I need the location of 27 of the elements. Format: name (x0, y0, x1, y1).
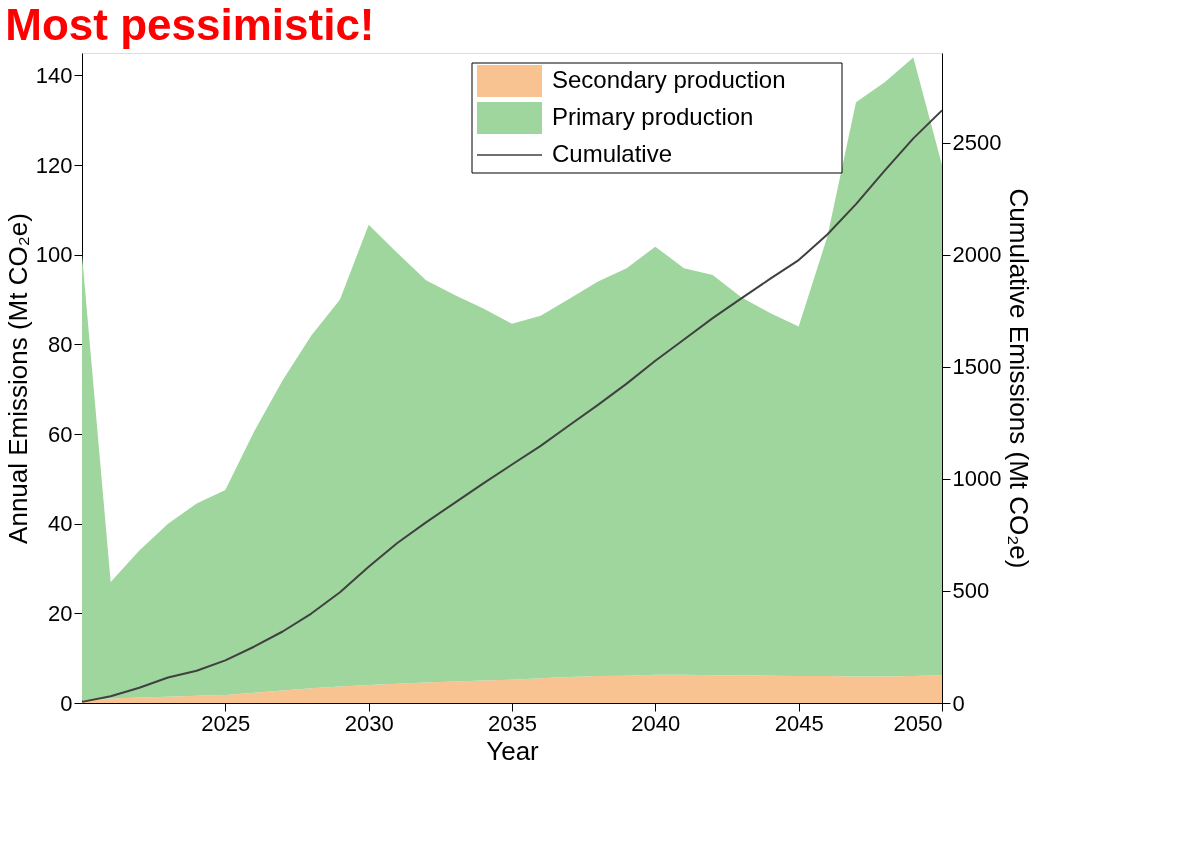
x-tick-label: 2040 (631, 710, 681, 736)
y-axis-title: Annual Emissions (Mt CO₂e) (2, 213, 33, 544)
y2-axis-title: Cumulative Emissions (Mt CO₂e) (1004, 188, 1035, 569)
x-axis-title: Year (486, 735, 540, 766)
legend-label: Cumulative (552, 140, 673, 167)
x-tick-label: 2030 (344, 710, 394, 736)
x-tick-label: 2025 (201, 710, 251, 736)
y-tick-label: 120 (35, 152, 73, 178)
x-tick-label: 2035 (488, 710, 537, 736)
y2-tick-label: 500 (952, 578, 990, 604)
y-tick-label: 140 (35, 62, 73, 88)
legend-label: Primary production (552, 103, 754, 130)
x-tick-label: 2045 (774, 710, 824, 736)
legend-label: Secondary production (552, 66, 786, 93)
y-tick-label: 0 (60, 690, 73, 716)
y2-tick-label: 1500 (952, 354, 1002, 380)
y-tick-label: 100 (35, 242, 73, 268)
chart-title: Most pessimistic! (5, 0, 375, 49)
x-tick-label: 2050 (893, 710, 943, 736)
y2-tick-label: 2000 (952, 242, 1002, 268)
y-tick-label: 20 (48, 600, 73, 626)
y2-tick-label: 2500 (952, 130, 1002, 156)
y2-tick-label: 0 (952, 690, 965, 716)
y2-tick-label: 1000 (952, 466, 1002, 492)
y-tick-label: 60 (48, 421, 73, 447)
y-tick-label: 80 (48, 331, 73, 357)
y-tick-label: 40 (48, 511, 73, 537)
